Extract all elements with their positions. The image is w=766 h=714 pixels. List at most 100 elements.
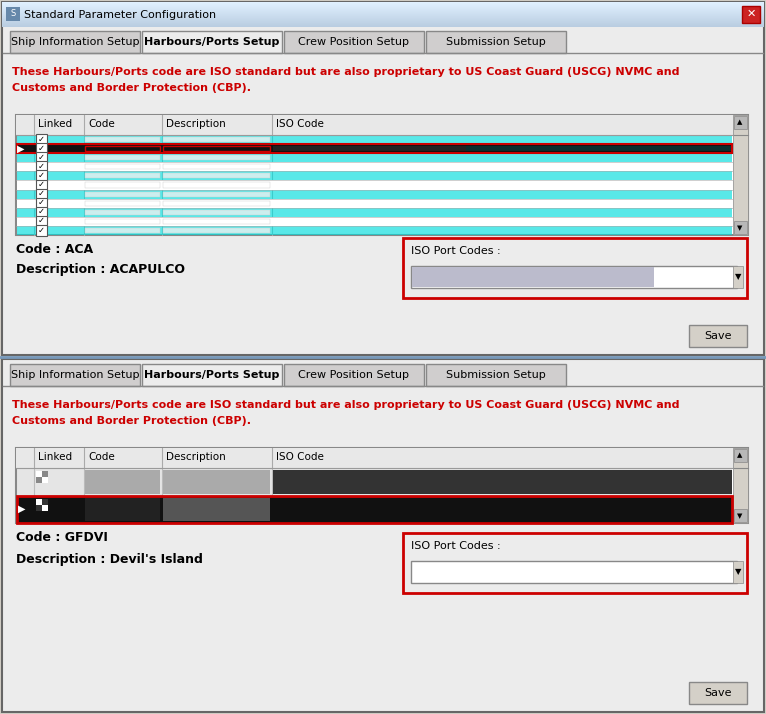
Bar [36, 216, 47, 227]
Text: ✓: ✓ [38, 226, 44, 234]
Bar [85, 498, 160, 521]
Text: Code: Code [88, 119, 115, 129]
Text: ✓: ✓ [38, 162, 44, 171]
Bar [85, 183, 160, 188]
Text: Submission Setup: Submission Setup [446, 37, 546, 47]
Bar [2, 14, 764, 15]
Text: These Harbours/Ports code are ISO standard but are also proprietary to US Coast : These Harbours/Ports code are ISO standa… [12, 67, 679, 77]
Bar [10, 364, 140, 386]
Bar [163, 164, 270, 169]
Bar [42, 477, 48, 483]
Text: ✓: ✓ [38, 207, 44, 216]
Bar [284, 364, 424, 386]
Text: Save: Save [704, 331, 732, 341]
Text: Submission Setup: Submission Setup [446, 370, 546, 380]
Bar [163, 155, 270, 160]
Bar [2, 18, 764, 19]
Bar [2, 7, 764, 8]
Bar [733, 266, 743, 288]
Bar [17, 144, 732, 154]
Text: Customs and Border Protection (CBP).: Customs and Border Protection (CBP). [12, 416, 251, 426]
Text: Code: Code [88, 452, 115, 462]
Text: ✕: ✕ [746, 9, 756, 19]
Bar [85, 191, 160, 196]
Bar [2, 2, 764, 3]
Text: ✓: ✓ [38, 134, 44, 144]
Bar [17, 181, 732, 189]
Text: S: S [11, 9, 15, 19]
Text: ▼: ▼ [738, 513, 743, 519]
Bar [142, 31, 282, 53]
Bar [85, 210, 160, 215]
Bar [733, 448, 748, 523]
Bar [36, 498, 42, 505]
Bar [17, 217, 732, 226]
Bar [36, 152, 47, 164]
Text: ✓: ✓ [38, 198, 44, 207]
Text: Save: Save [704, 688, 732, 698]
Bar [411, 266, 737, 288]
Bar [163, 146, 270, 151]
Bar [36, 171, 47, 181]
Text: Harbours/Ports Setup: Harbours/Ports Setup [144, 37, 280, 47]
Bar [163, 191, 270, 196]
Bar [163, 470, 270, 493]
Bar [2, 2, 764, 355]
Text: Ship Information Setup: Ship Information Setup [11, 370, 139, 380]
Bar [16, 115, 748, 135]
Text: ISO Code: ISO Code [276, 119, 324, 129]
Bar [412, 267, 653, 287]
Bar [85, 174, 160, 178]
Bar [17, 496, 732, 523]
Bar [273, 146, 732, 151]
Bar [163, 137, 270, 142]
Bar [36, 143, 47, 154]
Bar [17, 154, 732, 162]
Bar [36, 477, 42, 483]
Bar [17, 226, 732, 235]
Bar [36, 471, 42, 477]
Text: Linked: Linked [38, 452, 72, 462]
Bar [2, 4, 764, 5]
Bar [2, 9, 764, 10]
Bar [42, 471, 48, 477]
Bar [36, 207, 47, 218]
Bar [85, 155, 160, 160]
Bar [142, 364, 282, 386]
Bar [85, 137, 160, 142]
Bar [42, 498, 48, 505]
Text: Linked: Linked [38, 119, 72, 129]
Bar [2, 16, 764, 17]
Bar [2, 5, 764, 6]
Bar [163, 210, 270, 215]
Text: Description: Description [166, 452, 226, 462]
Bar [284, 31, 424, 53]
Bar [17, 468, 732, 496]
Bar [2, 22, 764, 23]
Text: ✓: ✓ [38, 144, 44, 153]
Text: ▶: ▶ [18, 504, 26, 514]
Bar [466, 146, 732, 151]
Bar [426, 31, 566, 53]
Text: Ship Information Setup: Ship Information Setup [11, 37, 139, 47]
Bar [17, 189, 732, 198]
Bar [2, 21, 764, 22]
Text: ▼: ▼ [738, 225, 743, 231]
Bar [2, 25, 764, 26]
Bar [17, 144, 732, 154]
Bar [10, 31, 140, 53]
Bar [17, 135, 732, 144]
Text: Crew Position Setup: Crew Position Setup [299, 37, 410, 47]
Bar [426, 364, 566, 386]
Text: ▲: ▲ [738, 119, 743, 125]
Text: ISO Port Codes :: ISO Port Codes : [411, 246, 501, 256]
Bar [16, 115, 748, 235]
Bar [36, 188, 47, 200]
Text: Description : Devil's Island: Description : Devil's Island [16, 553, 203, 566]
Bar [17, 496, 732, 523]
Text: ISO Port Codes :: ISO Port Codes : [411, 541, 501, 551]
Bar [85, 146, 160, 151]
Bar [85, 228, 160, 233]
Text: Description: Description [166, 119, 226, 129]
Text: ▼: ▼ [735, 273, 741, 281]
